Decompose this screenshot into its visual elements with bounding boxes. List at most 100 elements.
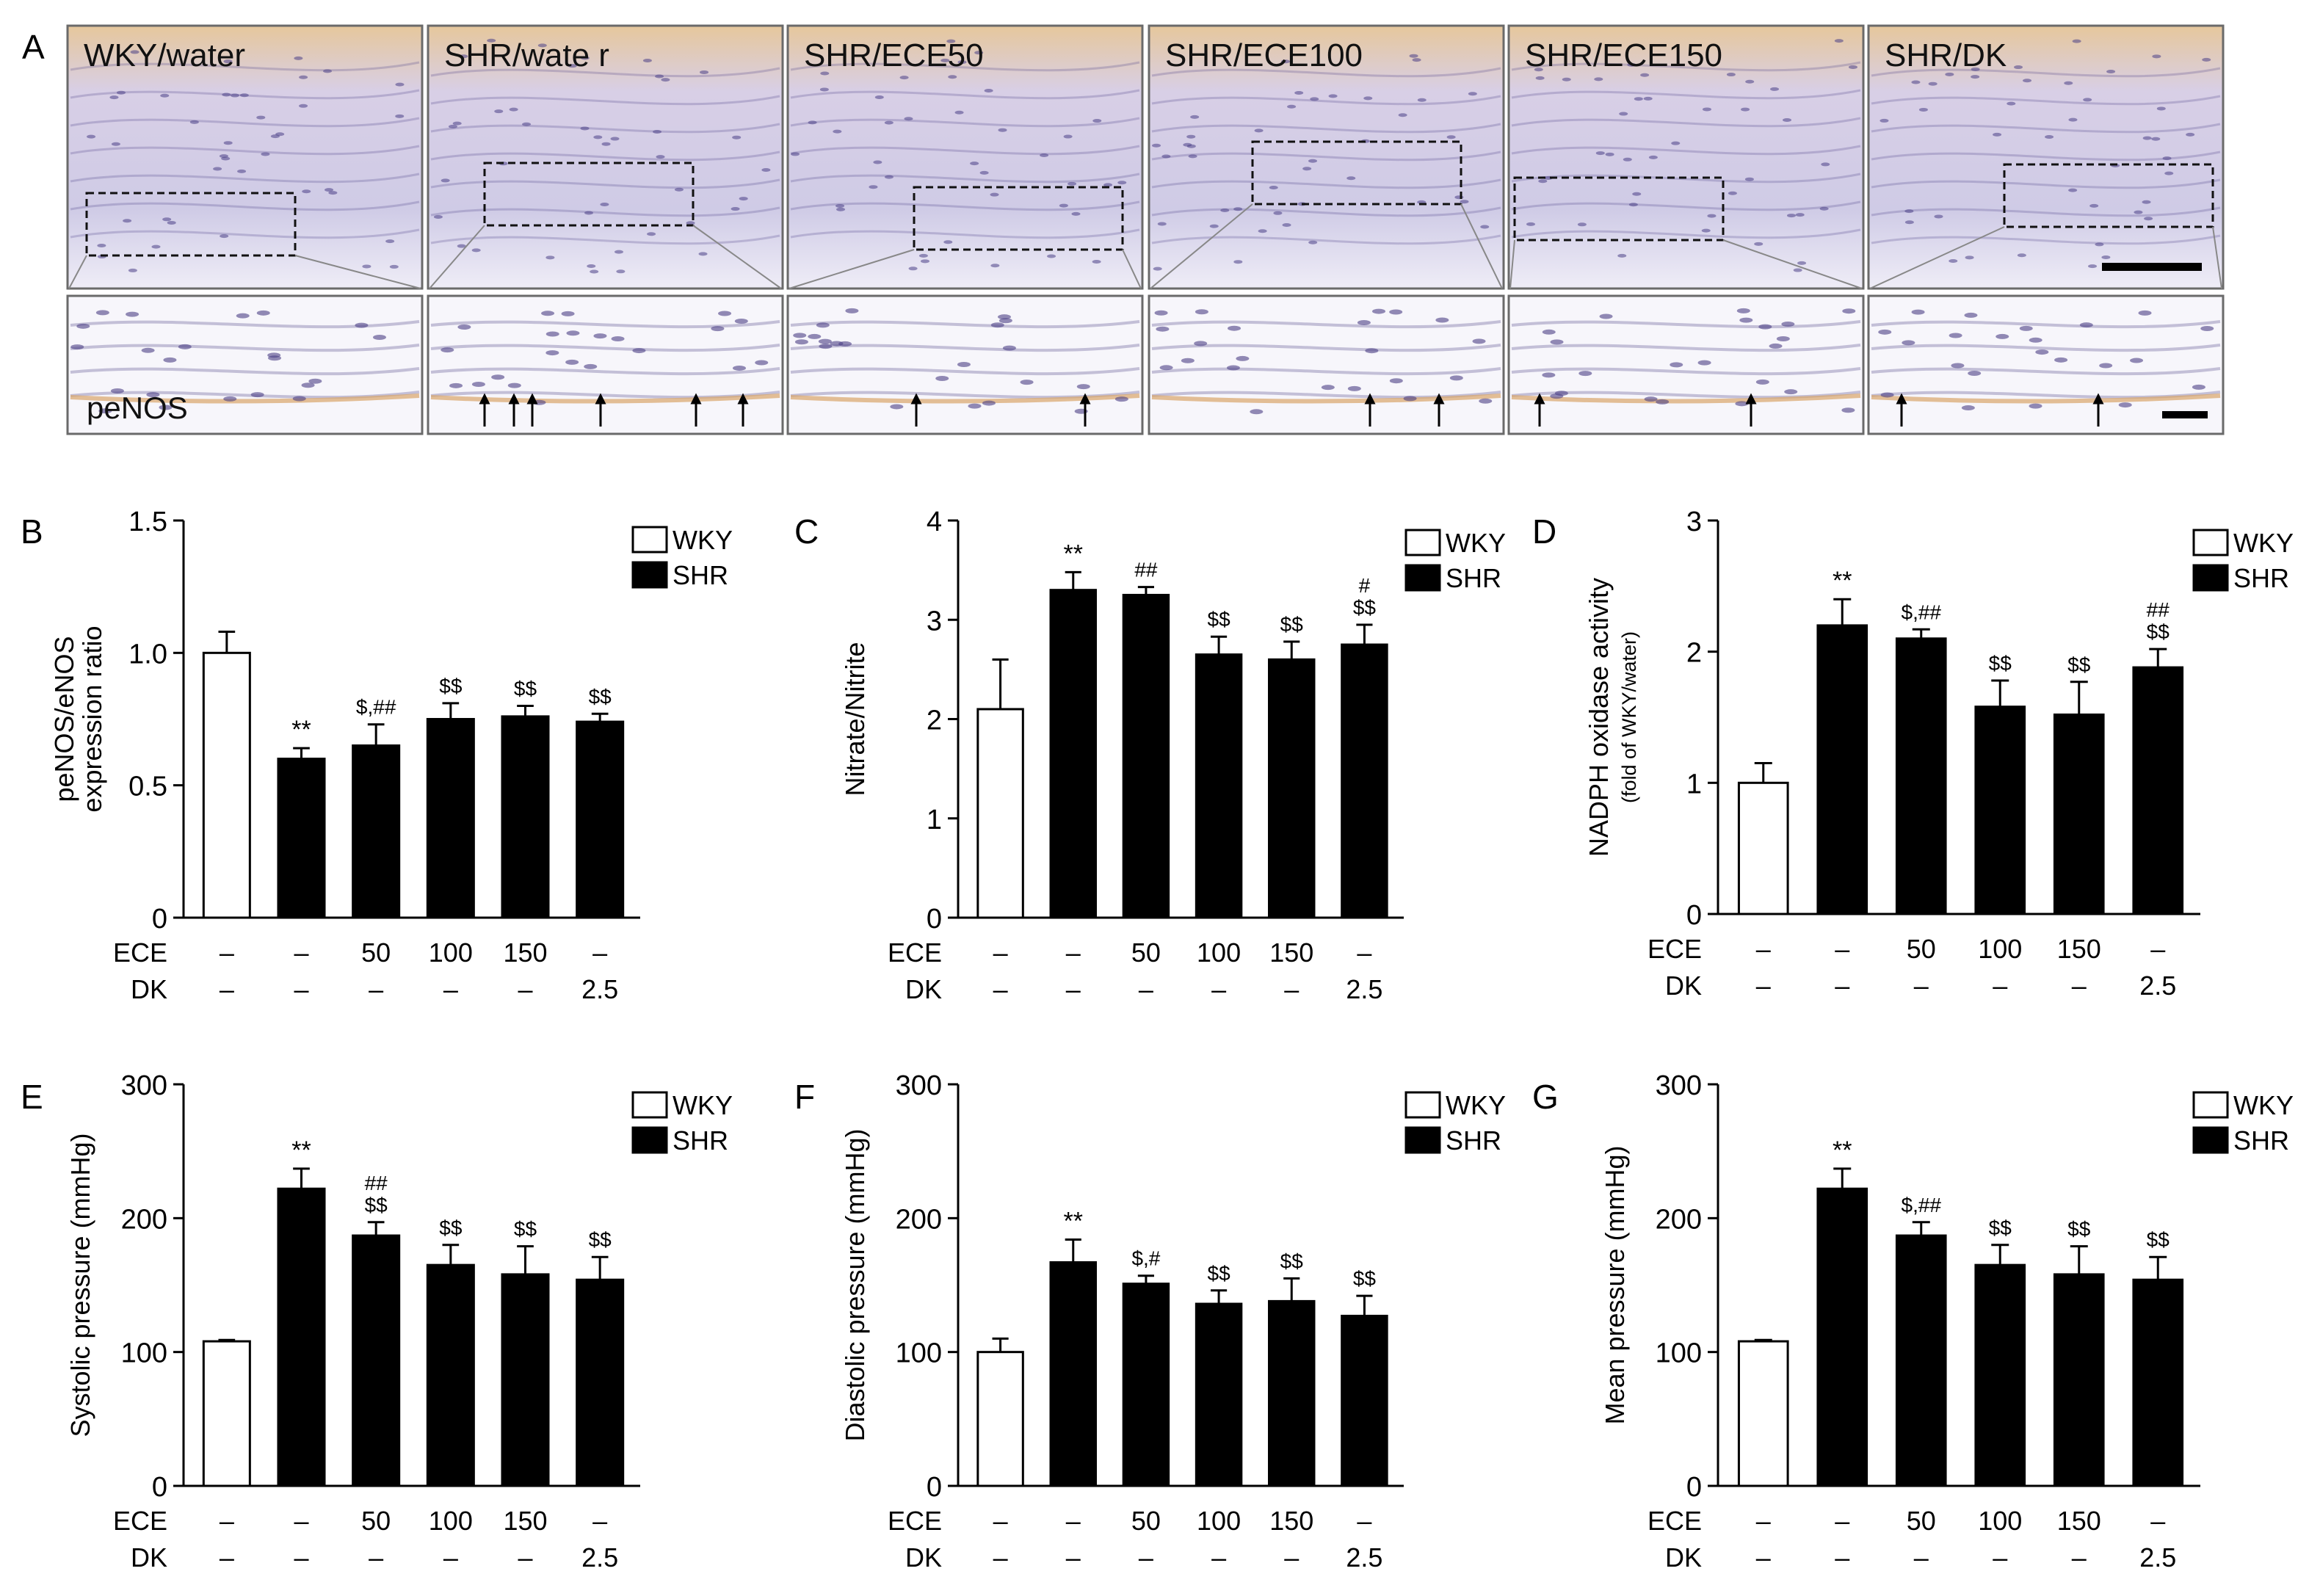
ece-dose-label: – xyxy=(993,937,1008,968)
tissue-fiber xyxy=(1151,178,1501,189)
tissue-fiber xyxy=(1511,367,1861,376)
nucleus-dot xyxy=(1728,191,1737,195)
tissue-fiber xyxy=(790,117,1140,128)
bar-shr xyxy=(2053,1273,2105,1487)
nucleus-dot xyxy=(294,56,303,60)
y-tick-label: 0 xyxy=(152,1472,167,1503)
zoom-guide-line xyxy=(692,225,782,289)
tissue-fiber xyxy=(790,145,1140,156)
nucleus-dot xyxy=(1059,203,1068,208)
nucleus-dot xyxy=(275,132,285,137)
tissue-fiber xyxy=(790,89,1140,100)
dk-dose-label: 2.5 xyxy=(581,1542,618,1573)
nucleus-dot xyxy=(2134,210,2143,214)
bar-shr xyxy=(1816,1187,1868,1487)
nucleus-dot xyxy=(904,117,913,121)
nucleus-dot xyxy=(968,403,982,409)
nucleus-dot xyxy=(471,382,485,388)
nucleus-dot xyxy=(590,269,599,274)
nucleus-dot xyxy=(1363,96,1373,101)
histology-tile: SHR/wate r xyxy=(427,24,784,435)
tissue-image-zoom xyxy=(66,294,424,435)
nucleus-dot xyxy=(2064,81,2073,85)
ece-dose-label: 50 xyxy=(1131,1506,1161,1536)
histology-tile: SHR/DK xyxy=(1867,24,2225,435)
nucleus-dot xyxy=(1154,310,1168,316)
nucleus-dot xyxy=(845,308,859,313)
bar-shr xyxy=(1974,705,2026,915)
nucleus-dot xyxy=(819,87,829,92)
nucleus-dot xyxy=(1617,253,1627,258)
significance-marker: $$ xyxy=(1989,1216,2012,1239)
nucleus-dot xyxy=(1389,378,1403,384)
nucleus-dot xyxy=(1736,308,1750,313)
nucleus-dot xyxy=(755,360,769,366)
nucleus-dot xyxy=(869,185,878,189)
nucleus-dot xyxy=(457,324,471,330)
tissue-fiber xyxy=(430,95,780,106)
dk-dose-label: – xyxy=(1211,974,1226,1004)
dk-dose-label: – xyxy=(1756,971,1771,1001)
nucleus-dot xyxy=(268,355,282,361)
nucleus-dot xyxy=(820,71,830,76)
nucleus-dot xyxy=(957,60,967,65)
bar-shr xyxy=(2132,666,2184,915)
significance-marker: $,## xyxy=(1902,1194,1942,1216)
endothelium-stain xyxy=(790,393,1140,404)
nucleus-dot xyxy=(236,313,250,319)
significance-marker: $,## xyxy=(1902,601,1942,623)
tissue-image-top xyxy=(66,24,424,290)
nucleus-dot xyxy=(1310,97,1319,101)
nucleus-dot xyxy=(1281,59,1291,64)
nucleus-dot xyxy=(537,43,547,48)
nucleus-dot xyxy=(1535,76,1545,80)
y-tick-label: 100 xyxy=(1656,1338,1702,1369)
dk-dose-label: – xyxy=(1835,1542,1849,1573)
nucleus-dot xyxy=(835,203,845,208)
nucleus-dot xyxy=(908,266,918,271)
nucleus-dot xyxy=(146,392,160,398)
nucleus-dot xyxy=(2054,357,2068,363)
nucleus-dot xyxy=(2162,156,2172,161)
tissue-fiber xyxy=(1511,228,1861,239)
nucleus-dot xyxy=(698,252,708,256)
y-tick-label: 3 xyxy=(927,606,942,636)
ece-dose-label: 150 xyxy=(503,1506,547,1536)
ece-dose-label: 100 xyxy=(429,937,473,968)
nucleus-dot xyxy=(2202,57,2211,62)
tile-label: SHR/DK xyxy=(1885,37,2007,73)
nucleus-dot xyxy=(1634,97,1643,101)
ece-dose-label: 100 xyxy=(429,1506,473,1536)
ece-dose-label: – xyxy=(1066,937,1081,968)
y-tick-label: 300 xyxy=(1656,1070,1702,1101)
tissue-fiber xyxy=(70,367,420,376)
nucleus-dot xyxy=(1934,214,1943,219)
nucleus-dot xyxy=(1153,266,1162,271)
nucleus-dot xyxy=(1754,242,1764,246)
y-tick-label: 300 xyxy=(121,1070,167,1101)
tissue-fiber xyxy=(70,344,420,352)
ece-dose-label: 50 xyxy=(361,937,391,968)
legend-swatch-shr xyxy=(2192,564,2229,592)
dk-dose-label: – xyxy=(220,974,234,1004)
tissue-fiber xyxy=(70,145,420,156)
nucleus-dot xyxy=(1735,401,1749,407)
nucleus-dot xyxy=(1755,379,1769,385)
nucleus-dot xyxy=(2099,363,2113,369)
nucleus-dot xyxy=(222,93,231,97)
tissue-fiber xyxy=(1151,150,1501,162)
dk-dose-label: – xyxy=(1914,1542,1929,1573)
nucleus-dot xyxy=(1797,261,1807,265)
nucleus-dot xyxy=(661,78,670,82)
nucleus-dot xyxy=(1619,112,1628,116)
chart-panel-c: C 0 1 2 3 4 Nitrate/Nitrite – – ** – – ## 50 – $$ 100 – $$… xyxy=(794,507,1506,1004)
nucleus-dot xyxy=(943,240,953,244)
tissue-image-top xyxy=(786,24,1144,290)
tissue-fiber xyxy=(430,344,780,352)
nucleus-dot xyxy=(884,120,893,125)
nucleus-dot xyxy=(1302,167,1312,171)
bar-shr xyxy=(1122,1283,1170,1487)
legend-swatch-wky xyxy=(631,1091,668,1119)
ece-dose-label: 150 xyxy=(503,937,547,968)
